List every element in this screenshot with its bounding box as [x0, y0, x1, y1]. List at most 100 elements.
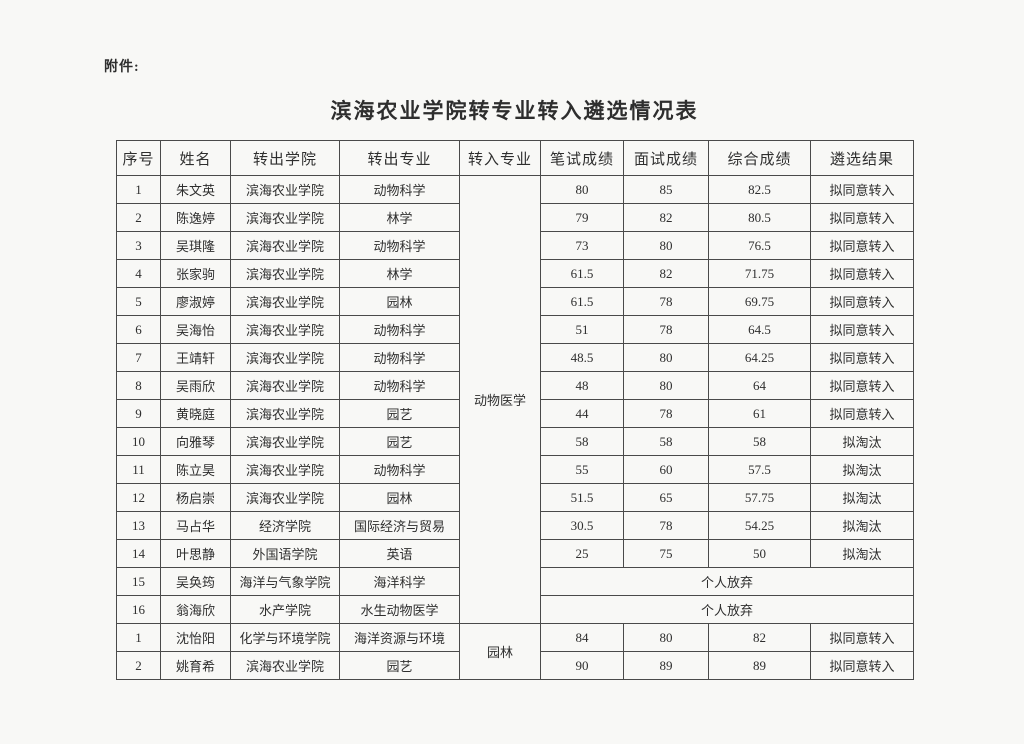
name-cell: 杨启崇: [160, 483, 231, 512]
interview-score-cell: 78: [623, 511, 709, 540]
table-row: 16 翁海欣 水产学院 水生动物医学 个人放弃: [116, 595, 914, 624]
name-cell: 廖淑婷: [160, 287, 231, 316]
header-out-major: 转出专业: [339, 140, 460, 176]
table-row: 9 黄晓庭 滨海农业学院 园艺 44 78 61 拟同意转入: [116, 399, 914, 428]
result-cell: 拟淘汰: [810, 511, 914, 540]
major-cell: 海洋科学: [339, 567, 460, 596]
seq-cell: 3: [116, 231, 161, 260]
seq-cell: 1: [116, 623, 161, 652]
name-cell: 陈逸婷: [160, 203, 231, 232]
college-cell: 滨海农业学院: [230, 483, 340, 512]
seq-cell: 8: [116, 371, 161, 400]
interview-score-cell: 78: [623, 287, 709, 316]
header-in-major: 转入专业: [459, 140, 541, 176]
result-cell: 拟同意转入: [810, 343, 914, 372]
major-cell: 动物科学: [339, 231, 460, 260]
name-cell: 叶思静: [160, 539, 231, 568]
table-row: 2 姚育希 滨海农业学院 园艺 90 89 89 拟同意转入: [116, 651, 914, 680]
header-interview-score: 面试成绩: [623, 140, 709, 176]
name-cell: 吴琪隆: [160, 231, 231, 260]
name-cell: 王靖轩: [160, 343, 231, 372]
interview-score-cell: 80: [623, 343, 709, 372]
result-cell: 拟同意转入: [810, 399, 914, 428]
interview-score-cell: 80: [623, 623, 709, 652]
name-cell: 翁海欣: [160, 595, 231, 624]
college-cell: 滨海农业学院: [230, 371, 340, 400]
interview-score-cell: 60: [623, 455, 709, 484]
college-cell: 经济学院: [230, 511, 340, 540]
comprehensive-score-cell: 57.5: [708, 455, 811, 484]
abandon-cell: 个人放弃: [540, 595, 914, 624]
name-cell: 陈立昊: [160, 455, 231, 484]
seq-cell: 16: [116, 595, 161, 624]
result-cell: 拟同意转入: [810, 315, 914, 344]
comprehensive-score-cell: 89: [708, 651, 811, 680]
written-score-cell: 79: [540, 203, 624, 232]
interview-score-cell: 85: [623, 175, 709, 204]
comprehensive-score-cell: 57.75: [708, 483, 811, 512]
comprehensive-score-cell: 64.25: [708, 343, 811, 372]
written-score-cell: 58: [540, 427, 624, 456]
header-out-college: 转出学院: [230, 140, 340, 176]
table-row: 13 马占华 经济学院 国际经济与贸易 30.5 78 54.25 拟淘汰: [116, 511, 914, 540]
comprehensive-score-cell: 71.75: [708, 259, 811, 288]
major-cell: 动物科学: [339, 371, 460, 400]
seq-cell: 9: [116, 399, 161, 428]
comprehensive-score-cell: 58: [708, 427, 811, 456]
table-row: 14 叶思静 外国语学院 英语 25 75 50 拟淘汰: [116, 539, 914, 568]
written-score-cell: 61.5: [540, 287, 624, 316]
college-cell: 海洋与气象学院: [230, 567, 340, 596]
college-cell: 滨海农业学院: [230, 315, 340, 344]
major-cell: 国际经济与贸易: [339, 511, 460, 540]
college-cell: 滨海农业学院: [230, 231, 340, 260]
college-cell: 外国语学院: [230, 539, 340, 568]
college-cell: 滨海农业学院: [230, 259, 340, 288]
written-score-cell: 55: [540, 455, 624, 484]
table-row: 1 朱文英 滨海农业学院 动物科学 动物医学 80 85 82.5 拟同意转入: [116, 175, 914, 624]
written-score-cell: 25: [540, 539, 624, 568]
comprehensive-score-cell: 64: [708, 371, 811, 400]
written-score-cell: 44: [540, 399, 624, 428]
result-cell: 拟同意转入: [810, 203, 914, 232]
major-cell: 园林: [339, 483, 460, 512]
interview-score-cell: 82: [623, 259, 709, 288]
interview-score-cell: 80: [623, 231, 709, 260]
major-cell: 动物科学: [339, 315, 460, 344]
major-cell: 动物科学: [339, 175, 460, 204]
college-cell: 水产学院: [230, 595, 340, 624]
written-score-cell: 51: [540, 315, 624, 344]
college-cell: 滨海农业学院: [230, 203, 340, 232]
name-cell: 沈怡阳: [160, 623, 231, 652]
result-cell: 拟淘汰: [810, 539, 914, 568]
table-row: 10 向雅琴 滨海农业学院 园艺 58 58 58 拟淘汰: [116, 427, 914, 456]
major-cell: 水生动物医学: [339, 595, 460, 624]
name-cell: 黄晓庭: [160, 399, 231, 428]
college-cell: 滨海农业学院: [230, 651, 340, 680]
result-cell: 拟同意转入: [810, 287, 914, 316]
seq-cell: 12: [116, 483, 161, 512]
major-cell: 园艺: [339, 651, 460, 680]
header-result: 遴选结果: [810, 140, 914, 176]
seq-cell: 15: [116, 567, 161, 596]
table-header-row: 序号 姓名 转出学院 转出专业 转入专业 笔试成绩 面试成绩 综合成绩 遴选结果: [116, 140, 914, 176]
college-cell: 滨海农业学院: [230, 175, 340, 204]
major-cell: 园艺: [339, 399, 460, 428]
result-cell: 拟同意转入: [810, 371, 914, 400]
written-score-cell: 51.5: [540, 483, 624, 512]
comprehensive-score-cell: 76.5: [708, 231, 811, 260]
seq-cell: 5: [116, 287, 161, 316]
seq-cell: 11: [116, 455, 161, 484]
comprehensive-score-cell: 50: [708, 539, 811, 568]
table-row: 6 吴海怡 滨海农业学院 动物科学 51 78 64.5 拟同意转入: [116, 315, 914, 344]
major-cell: 林学: [339, 259, 460, 288]
table-row: 5 廖淑婷 滨海农业学院 园林 61.5 78 69.75 拟同意转入: [116, 287, 914, 316]
interview-score-cell: 89: [623, 651, 709, 680]
written-score-cell: 80: [540, 175, 624, 204]
seq-cell: 14: [116, 539, 161, 568]
interview-score-cell: 75: [623, 539, 709, 568]
written-score-cell: 30.5: [540, 511, 624, 540]
interview-score-cell: 80: [623, 371, 709, 400]
attachment-label: 附件:: [104, 60, 140, 75]
interview-score-cell: 65: [623, 483, 709, 512]
comprehensive-score-cell: 80.5: [708, 203, 811, 232]
